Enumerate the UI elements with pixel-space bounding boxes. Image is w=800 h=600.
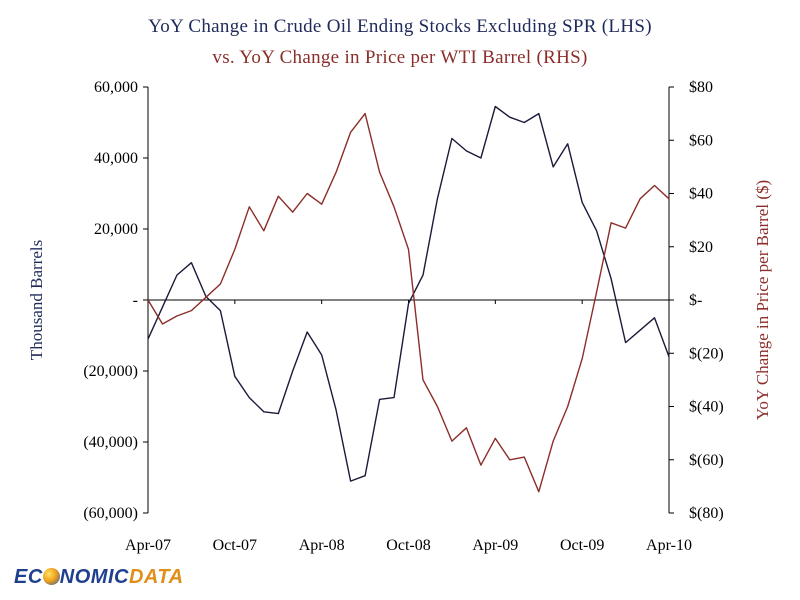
right-y-tick-label: $(40) — [689, 399, 724, 416]
right-y-tick-label: $(20) — [689, 345, 724, 362]
x-tick-label: Apr-09 — [472, 537, 518, 554]
chart-title-line-1: YoY Change in Crude Oil Ending Stocks Ex… — [148, 16, 652, 37]
economicdata-logo: EC NOMICDATA — [14, 566, 184, 588]
right-y-tick-label: $40 — [689, 186, 713, 203]
x-tick-label: Apr-08 — [299, 537, 345, 554]
right-y-tick-label: $80 — [689, 79, 713, 96]
left-y-tick-label: (60,000) — [83, 505, 138, 522]
x-tick-label: Apr-10 — [646, 537, 692, 554]
right-y-tick-label: $60 — [689, 132, 713, 149]
right-y-tick-label: $20 — [689, 239, 713, 256]
x-tick-label: Oct-08 — [386, 537, 430, 554]
left-y-tick-label: (20,000) — [83, 363, 138, 380]
left-y-tick-label: 20,000 — [94, 221, 138, 238]
left-y-tick-label: 40,000 — [94, 150, 138, 167]
globe-icon — [42, 568, 60, 585]
right-y-tick-label: $(60) — [689, 452, 724, 469]
x-tick-label: Oct-07 — [213, 537, 257, 554]
right-y-axis-title: YoY Change in Price per Barrel ($) — [753, 180, 772, 420]
left-y-tick-label: - — [133, 292, 138, 309]
price-series-line — [147, 112, 670, 493]
left-y-tick-label: (40,000) — [83, 434, 138, 451]
left-y-tick-label: 60,000 — [94, 79, 138, 96]
right-y-tick-label: $- — [689, 292, 702, 309]
right-y-tick-label: $(80) — [689, 505, 724, 522]
x-tick-label: Apr-07 — [125, 537, 171, 554]
left-y-axis-title: Thousand Barrels — [27, 240, 46, 360]
x-tick-label: Oct-09 — [560, 537, 604, 554]
chart-title-line-2: vs. YoY Change in Price per WTI Barrel (… — [212, 47, 588, 68]
stocks-series-line — [147, 105, 670, 482]
